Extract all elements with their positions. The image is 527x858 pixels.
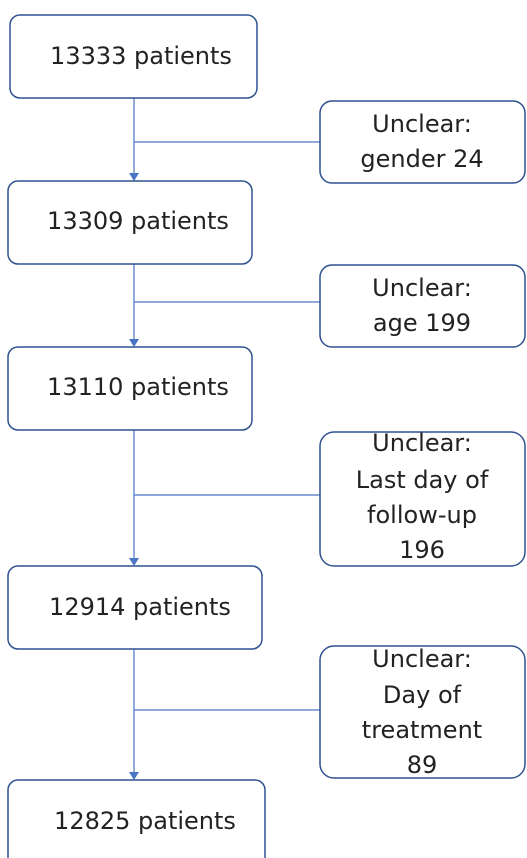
exclusion-box [319,264,526,348]
exclusion-text: Last day of [356,466,489,494]
exclusion-text: Unclear: [372,429,472,457]
exclusion-text: 89 [407,751,438,779]
node-box [7,779,266,858]
node-box [9,14,258,99]
node-label: 12914 patients [49,593,231,621]
exclusion-text: Unclear: [372,110,472,138]
node-label: 13333 patients [50,42,232,70]
arrowhead [129,173,139,181]
exclusion-box [319,645,526,779]
exclusion-text: treatment [362,716,482,744]
node-label: 13110 patients [47,373,229,401]
exclusion-box [319,100,526,184]
arrowhead [129,558,139,566]
arrowhead [129,772,139,780]
exclusion-text: follow-up [367,501,477,529]
node-box [7,565,263,650]
exclusion-text: age 199 [373,309,471,337]
node-box [7,346,253,431]
arrowhead [129,339,139,347]
exclusion-text: Unclear: [372,274,472,302]
node-label: 13309 patients [47,207,229,235]
exclusion-text: Unclear: [372,645,472,673]
exclusion-box [319,431,526,567]
exclusion-text: gender 24 [360,145,483,173]
node-box [7,180,253,265]
node-label: 12825 patients [54,807,236,835]
exclusion-text: 196 [399,536,445,564]
exclusion-text: Day of [383,681,462,709]
